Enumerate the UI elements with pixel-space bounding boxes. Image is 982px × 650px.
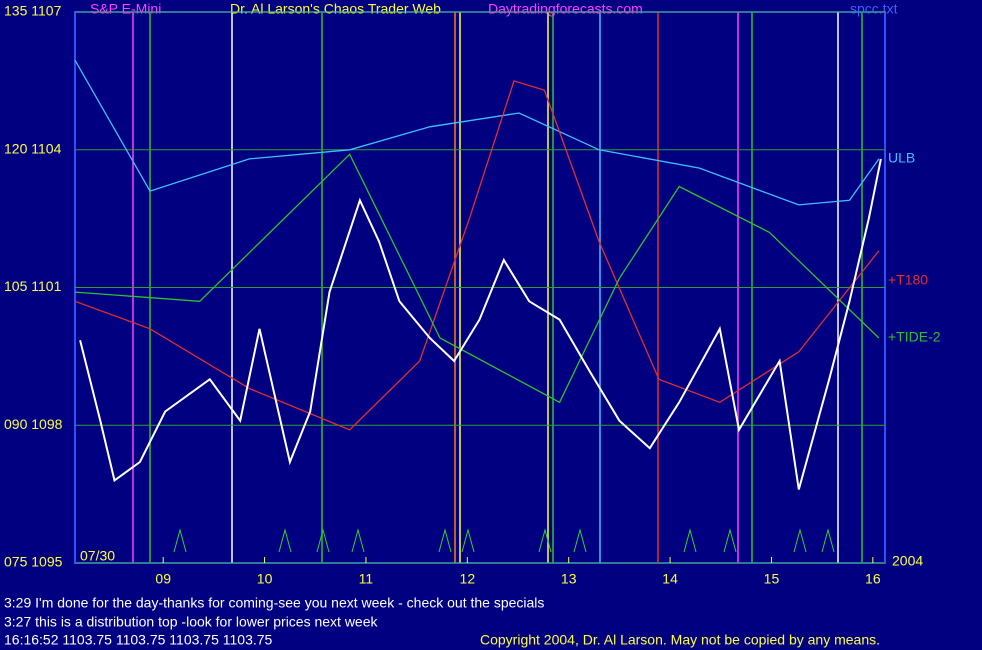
x-tick-label: 10 bbox=[257, 571, 273, 587]
message: 3:27 this is a distribution top -look fo… bbox=[4, 614, 379, 630]
y-tick-label: 120 1104 bbox=[4, 140, 62, 156]
y-tick-label: 090 1098 bbox=[4, 416, 63, 432]
copyright: Copyright 2004, Dr. Al Larson. May not b… bbox=[480, 632, 880, 648]
x-tick-label: 16 bbox=[865, 571, 881, 587]
series-line bbox=[74, 80, 880, 431]
series-label: +T180 bbox=[888, 271, 928, 287]
file-name: spcc.txt bbox=[850, 1, 898, 17]
y-tick-label: 135 1107 bbox=[4, 3, 62, 19]
spike bbox=[793, 528, 807, 553]
x-tick-label: 13 bbox=[561, 571, 577, 587]
status-line: 16:16:52 1103.75 1103.75 1103.75 1103.75 bbox=[4, 632, 273, 648]
message: 3:29 I'm done for the day-thanks for com… bbox=[4, 595, 544, 611]
spike bbox=[316, 528, 330, 553]
site: Daytradingforecasts.com bbox=[488, 1, 643, 17]
x-tick-label: 15 bbox=[764, 571, 780, 587]
x-tick-label: 14 bbox=[662, 571, 678, 587]
chart-title: Dr. Al Larson's Chaos Trader Web bbox=[230, 1, 441, 17]
y-tick-label: 105 1101 bbox=[4, 278, 62, 294]
y-tick-label: 075 1095 bbox=[4, 554, 63, 570]
x-tick-label: 11 bbox=[359, 571, 374, 587]
instrument: S&P E-Mini bbox=[90, 1, 161, 17]
spike bbox=[438, 528, 452, 553]
spike bbox=[573, 528, 587, 553]
x-tick-label: 09 bbox=[155, 571, 171, 587]
series-line bbox=[74, 153, 880, 404]
series-label: ULB bbox=[888, 150, 915, 166]
spike bbox=[821, 528, 835, 553]
spike bbox=[538, 528, 552, 553]
series-label: +TIDE-2 bbox=[888, 329, 941, 345]
spike bbox=[723, 528, 737, 553]
spike bbox=[278, 528, 292, 553]
spike bbox=[461, 528, 475, 553]
spike bbox=[351, 528, 365, 553]
spike bbox=[683, 528, 697, 553]
year: 2004 bbox=[892, 553, 923, 569]
series-line bbox=[74, 59, 880, 206]
x-tick-label: 12 bbox=[460, 571, 476, 587]
start-date: 07/30 bbox=[80, 548, 115, 564]
series-line bbox=[79, 158, 882, 490]
spike bbox=[173, 528, 187, 553]
